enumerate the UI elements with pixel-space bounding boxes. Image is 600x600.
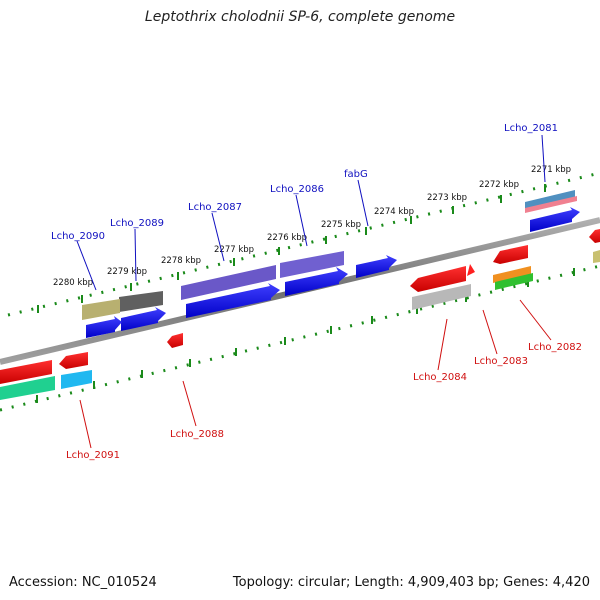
gene-lcho-2087[interactable] <box>186 283 280 318</box>
gene-lcho-2090[interactable] <box>86 316 122 338</box>
gene-label-lcho-2090[interactable]: Lcho_2090 <box>51 231 105 242</box>
genome-summary: Topology: circular; Length: 4,909,403 bp… <box>232 575 590 590</box>
gene-label-fabG[interactable]: fabG <box>344 169 368 180</box>
kbp-ticks <box>37 184 546 313</box>
feature-bar-2089 <box>119 291 163 312</box>
gene-label-lcho-2081[interactable]: Lcho_2081 <box>504 123 558 134</box>
feature-bar-2090 <box>82 299 120 320</box>
feature-bar-2081 <box>525 190 575 209</box>
gene-label-lcho-2083[interactable]: Lcho_2083 <box>474 356 528 367</box>
accession-label: Accession: NC_010524 <box>9 575 157 590</box>
feature-bar-2081b <box>525 196 577 213</box>
gene-fabG[interactable] <box>356 255 397 278</box>
feature-bar-2091-green <box>0 376 55 400</box>
map-title: Leptothrix cholodnii SP-6, complete geno… <box>144 9 456 25</box>
gene-lcho-2091-a[interactable] <box>59 352 88 369</box>
forward-leaders <box>76 134 546 291</box>
gene-label-lcho-2089[interactable]: Lcho_2089 <box>110 218 164 229</box>
feature-bar-2082-green <box>495 273 533 290</box>
kbp-label: 2277 kbp <box>214 245 254 255</box>
feature-edge-olive <box>593 250 600 263</box>
kbp-label: 2275 kbp <box>321 220 361 230</box>
reverse-leaders <box>79 299 552 449</box>
gene-lcho-2084[interactable] <box>410 266 466 292</box>
feature-bar-2087 <box>181 265 276 300</box>
kbp-label: 2272 kbp <box>479 180 519 190</box>
feature-bar-2086 <box>280 251 344 278</box>
gene-lcho-2081[interactable] <box>530 207 580 232</box>
kbp-label: 2276 kbp <box>267 233 307 243</box>
gene-label-lcho-2084[interactable]: Lcho_2084 <box>413 372 467 383</box>
gene-edge-red[interactable] <box>589 229 600 243</box>
gene-lcho-2091-b[interactable] <box>0 360 52 384</box>
gene-lcho-2082-a[interactable] <box>493 245 528 264</box>
gene-lcho-2083[interactable] <box>467 264 475 276</box>
feature-bar-2082-orange <box>493 266 531 283</box>
kbp-label: 2271 kbp <box>531 165 571 175</box>
gene-lcho-2089[interactable] <box>121 307 166 331</box>
gene-label-lcho-2086[interactable]: Lcho_2086 <box>270 184 324 195</box>
gene-label-lcho-2091[interactable]: Lcho_2091 <box>66 450 120 461</box>
kbp-label: 2274 kbp <box>374 207 414 217</box>
gene-lcho-2086[interactable] <box>285 267 348 296</box>
kbp-label: 2279 kbp <box>107 267 147 277</box>
kbp-label: 2273 kbp <box>427 193 467 203</box>
reverse-ticks <box>36 268 575 403</box>
feature-bar-2084 <box>412 284 471 310</box>
feature-bar-2091-cyan <box>61 370 92 389</box>
gene-label-lcho-2082[interactable]: Lcho_2082 <box>528 342 582 353</box>
gene-lcho-2088[interactable] <box>167 333 183 348</box>
gene-label-lcho-2088[interactable]: Lcho_2088 <box>170 429 224 440</box>
kbp-label: 2278 kbp <box>161 256 201 266</box>
kbp-label: 2280 kbp <box>53 278 93 288</box>
gene-label-lcho-2087[interactable]: Lcho_2087 <box>188 202 242 213</box>
